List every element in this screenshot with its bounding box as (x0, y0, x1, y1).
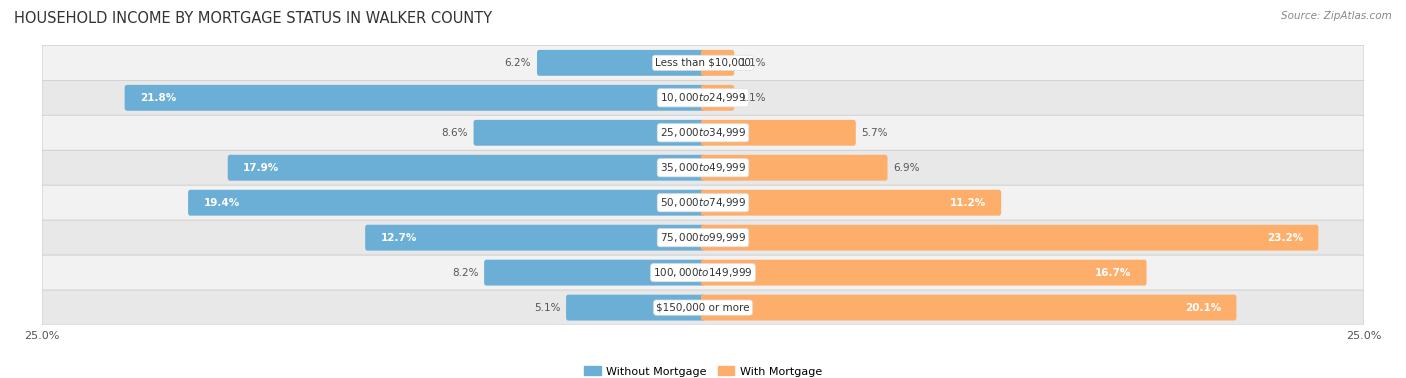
FancyBboxPatch shape (42, 220, 1364, 255)
Text: 5.7%: 5.7% (862, 128, 889, 138)
Text: HOUSEHOLD INCOME BY MORTGAGE STATUS IN WALKER COUNTY: HOUSEHOLD INCOME BY MORTGAGE STATUS IN W… (14, 11, 492, 26)
FancyBboxPatch shape (700, 85, 734, 111)
Text: 11.2%: 11.2% (949, 198, 986, 208)
Text: $75,000 to $99,999: $75,000 to $99,999 (659, 231, 747, 244)
Text: 8.6%: 8.6% (441, 128, 468, 138)
Text: 8.2%: 8.2% (451, 268, 478, 277)
Text: Less than $10,000: Less than $10,000 (655, 58, 751, 68)
Text: 1.1%: 1.1% (740, 58, 766, 68)
Text: Source: ZipAtlas.com: Source: ZipAtlas.com (1281, 11, 1392, 21)
FancyBboxPatch shape (700, 295, 1236, 321)
FancyBboxPatch shape (125, 85, 706, 111)
FancyBboxPatch shape (228, 155, 706, 181)
Text: 12.7%: 12.7% (381, 233, 418, 243)
FancyBboxPatch shape (700, 155, 887, 181)
Text: 5.1%: 5.1% (534, 303, 560, 313)
Text: $150,000 or more: $150,000 or more (657, 303, 749, 313)
Text: 6.9%: 6.9% (893, 163, 920, 173)
Text: 16.7%: 16.7% (1095, 268, 1132, 277)
Text: $100,000 to $149,999: $100,000 to $149,999 (654, 266, 752, 279)
Text: $50,000 to $74,999: $50,000 to $74,999 (659, 196, 747, 209)
Text: 17.9%: 17.9% (243, 163, 280, 173)
FancyBboxPatch shape (366, 225, 706, 251)
FancyBboxPatch shape (42, 115, 1364, 150)
FancyBboxPatch shape (537, 50, 706, 76)
FancyBboxPatch shape (700, 260, 1146, 285)
FancyBboxPatch shape (42, 185, 1364, 220)
FancyBboxPatch shape (484, 260, 706, 285)
Text: 19.4%: 19.4% (204, 198, 239, 208)
Text: 6.2%: 6.2% (505, 58, 531, 68)
Text: 23.2%: 23.2% (1267, 233, 1303, 243)
FancyBboxPatch shape (42, 45, 1364, 81)
FancyBboxPatch shape (42, 81, 1364, 115)
FancyBboxPatch shape (700, 120, 856, 146)
FancyBboxPatch shape (188, 190, 706, 215)
Text: 20.1%: 20.1% (1185, 303, 1220, 313)
Text: $35,000 to $49,999: $35,000 to $49,999 (659, 161, 747, 174)
FancyBboxPatch shape (700, 50, 734, 76)
FancyBboxPatch shape (700, 190, 1001, 215)
FancyBboxPatch shape (42, 150, 1364, 185)
Text: $25,000 to $34,999: $25,000 to $34,999 (659, 126, 747, 139)
FancyBboxPatch shape (567, 295, 706, 321)
Text: $10,000 to $24,999: $10,000 to $24,999 (659, 91, 747, 104)
FancyBboxPatch shape (474, 120, 706, 146)
FancyBboxPatch shape (42, 290, 1364, 325)
FancyBboxPatch shape (42, 255, 1364, 290)
Text: 21.8%: 21.8% (141, 93, 176, 103)
FancyBboxPatch shape (700, 225, 1319, 251)
Text: 1.1%: 1.1% (740, 93, 766, 103)
Legend: Without Mortgage, With Mortgage: Without Mortgage, With Mortgage (579, 362, 827, 378)
